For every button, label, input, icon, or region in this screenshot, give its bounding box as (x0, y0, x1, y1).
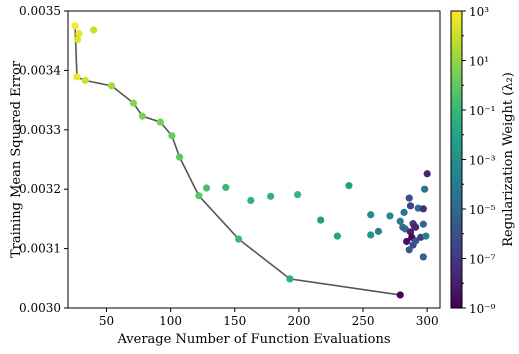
data-point-26 (386, 212, 394, 220)
x-axis-title: Average Number of Function Evaluations (116, 332, 390, 347)
y-tick-label: 0.0030 (19, 301, 61, 315)
data-point-15 (247, 196, 255, 205)
x-tick-label: 250 (352, 314, 375, 328)
data-point-16 (267, 192, 275, 200)
data-point-30 (405, 194, 413, 202)
data-point-3 (90, 26, 98, 34)
pareto-front-line (74, 25, 401, 296)
data-point-8 (138, 112, 146, 120)
data-point-42 (412, 237, 420, 245)
y-tick-label: 0.0033 (19, 123, 61, 137)
y-tick-label: 0.0032 (19, 182, 61, 196)
colorbar-gradient (450, 10, 463, 309)
data-point-5 (81, 76, 89, 85)
data-point-39 (403, 237, 411, 246)
data-point-25 (374, 227, 383, 235)
data-point-7 (129, 99, 138, 107)
data-point-12 (195, 192, 203, 200)
x-tick-label: 150 (223, 314, 246, 328)
data-point-4 (73, 73, 81, 81)
data-point-48 (422, 232, 430, 240)
colorbar-title: Regularization Weight (λ₂) (501, 72, 516, 247)
data-point-44 (419, 220, 427, 228)
x-axis: 50 100 150 200 250 300 (99, 308, 439, 328)
data-point-1 (75, 29, 83, 38)
x-tick-label: 300 (416, 314, 439, 328)
data-point-50 (396, 291, 404, 299)
data-point-6 (108, 82, 116, 90)
data-point-31 (406, 202, 415, 210)
x-tick-label: 100 (159, 314, 182, 328)
data-point-17 (294, 190, 302, 199)
data-point-45 (419, 205, 427, 213)
data-point-14 (222, 183, 230, 192)
data-point-9 (156, 118, 164, 126)
data-point-20 (345, 182, 353, 190)
y-axis-title: Training Mean Squared Error (9, 60, 24, 258)
data-point-41 (405, 246, 413, 254)
plot-frame (67, 10, 441, 309)
colorbar-tick-label: 10¹ (469, 55, 489, 69)
data-point-0 (71, 22, 79, 30)
data-point-29 (400, 208, 408, 216)
y-tick-label: 0.0035 (19, 4, 61, 18)
data-point-11 (176, 153, 184, 161)
data-point-21 (317, 216, 325, 224)
colorbar-tick-label: 10⁻¹ (469, 104, 495, 118)
data-point-27 (396, 217, 404, 225)
colorbar-tick-label: 10⁻⁵ (469, 203, 496, 217)
data-point-13 (202, 184, 211, 192)
data-point-22 (333, 232, 341, 240)
data-point-18 (235, 235, 243, 243)
y-tick-label: 0.0034 (19, 63, 61, 77)
data-point-36 (412, 223, 420, 231)
x-tick-label: 50 (99, 314, 114, 328)
data-point-46 (421, 185, 429, 193)
colorbar-tick-label: 10⁻⁹ (469, 302, 496, 316)
data-point-47 (423, 170, 431, 178)
y-tick-label: 0.0031 (19, 242, 61, 256)
data-point-10 (168, 132, 176, 140)
plot-area (67, 10, 441, 309)
colorbar: 10³ 10¹ 10⁻¹ 10⁻³ 10⁻⁵ 10⁻⁷ 10⁻⁹ (450, 5, 496, 316)
data-point-49 (419, 253, 427, 261)
data-point-19 (286, 275, 294, 283)
y-axis: 0.0030 0.0031 0.0032 0.0033 0.0034 0.0035 (19, 4, 68, 315)
colorbar-tick-label: 10³ (469, 5, 489, 19)
data-point-24 (367, 231, 375, 239)
colorbar-tick-label: 10⁻⁷ (469, 253, 496, 267)
x-tick-label: 200 (287, 314, 310, 328)
data-point-23 (367, 211, 375, 219)
data-point-2 (74, 35, 82, 44)
colorbar-tick-label: 10⁻³ (469, 154, 496, 168)
